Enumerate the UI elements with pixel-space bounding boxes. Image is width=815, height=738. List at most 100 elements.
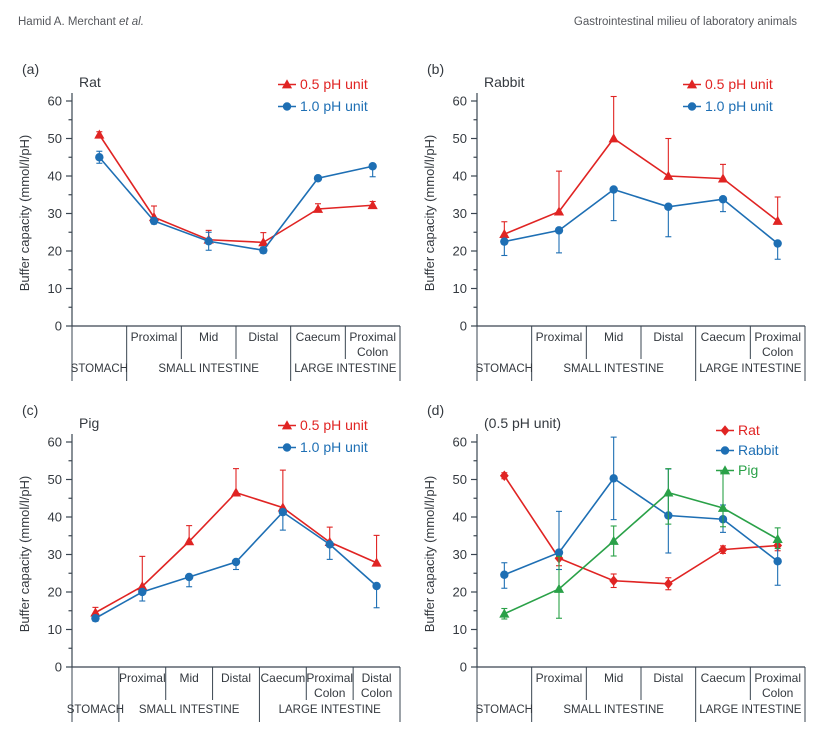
segment-label: Caecum bbox=[701, 671, 746, 685]
panel-b: (b) Buffer capacity (mmol/l/pH) Rabbit 0 10 2… bbox=[421, 54, 813, 391]
y-tick-label: 10 bbox=[453, 281, 467, 296]
triangle-marker bbox=[717, 502, 729, 512]
segment-label: Proximal bbox=[119, 671, 166, 685]
group-label: STOMACH bbox=[71, 363, 128, 375]
segment-label: Distal bbox=[221, 671, 251, 685]
y-tick-label: 60 bbox=[453, 435, 467, 450]
circle-marker bbox=[91, 614, 100, 623]
segment-label: Proximal bbox=[131, 330, 178, 344]
panel-c: (c) Buffer capacity (mmol/l/pH) Pig 0 10 20 30… bbox=[16, 395, 408, 732]
series-pig bbox=[499, 468, 783, 620]
segment-label: Proximal bbox=[536, 330, 583, 344]
series-1-0-ph-unit bbox=[91, 507, 381, 623]
group-label: STOMACH bbox=[476, 363, 533, 375]
segment-label: Caecum bbox=[701, 330, 746, 344]
axes bbox=[471, 93, 805, 327]
triangle-marker bbox=[137, 581, 148, 591]
segment-label: Proximal bbox=[349, 330, 396, 344]
y-tick-label: 60 bbox=[453, 94, 467, 109]
legend: 0.5 pH unit 1.0 pH unit bbox=[683, 76, 773, 114]
circle-marker bbox=[687, 102, 697, 111]
segment-label: Distal bbox=[653, 330, 683, 344]
y-tick-label: 0 bbox=[460, 660, 467, 675]
running-author: Hamid A. Merchant et al. bbox=[18, 16, 144, 28]
panel-title: Pig bbox=[79, 415, 99, 431]
legend: 0.5 pH unit 1.0 pH unit bbox=[278, 417, 368, 455]
triangle-marker bbox=[717, 173, 729, 183]
y-tick-label: 20 bbox=[453, 244, 467, 259]
circle-marker bbox=[773, 239, 782, 248]
group-label: LARGE INTESTINE bbox=[294, 363, 397, 375]
triangle-marker bbox=[367, 199, 378, 210]
legend: Rat Rabbit Pig bbox=[716, 422, 779, 478]
segment-label-line2: Colon bbox=[361, 686, 392, 700]
triangle-marker bbox=[184, 536, 195, 546]
diamond-marker bbox=[609, 575, 619, 586]
y-axis-label: Buffer capacity (mmol/l/pH) bbox=[422, 476, 437, 633]
segment-label-line2: Colon bbox=[762, 345, 793, 359]
x-axis-band: Proximal Mid Distal Caecum ProximalColonDist… bbox=[67, 667, 401, 722]
circle-marker bbox=[554, 226, 564, 235]
y-tick-label: 0 bbox=[460, 319, 467, 334]
circle-marker bbox=[500, 570, 509, 579]
legend-label: 1.0 pH unit bbox=[705, 98, 773, 114]
series-line bbox=[503, 475, 778, 585]
legend-label: 0.5 pH unit bbox=[705, 76, 773, 92]
circle-marker bbox=[325, 540, 334, 549]
circle-marker bbox=[368, 162, 377, 171]
triangle-marker bbox=[312, 203, 324, 213]
segment-label: Proximal bbox=[306, 671, 353, 685]
y-tick-label: 0 bbox=[55, 660, 62, 675]
y-tick-label: 50 bbox=[48, 131, 62, 146]
group-label: SMALL INTESTINE bbox=[158, 363, 259, 375]
legend-label: 0.5 pH unit bbox=[300, 417, 368, 433]
circle-marker bbox=[282, 443, 292, 452]
group-label: LARGE INTESTINE bbox=[699, 704, 802, 716]
y-tick-label: 10 bbox=[48, 281, 62, 296]
circle-marker bbox=[720, 446, 730, 455]
y-tick-label: 60 bbox=[48, 94, 62, 109]
chart-c: (c) Buffer capacity (mmol/l/pH) Pig 0 10 20 30… bbox=[17, 402, 401, 722]
panel-letter: (a) bbox=[22, 61, 39, 77]
diamond-marker bbox=[720, 425, 730, 436]
circle-marker bbox=[204, 237, 213, 246]
panel-title: (0.5 pH unit) bbox=[484, 415, 561, 431]
series-1-0-ph-unit bbox=[95, 150, 377, 255]
segment-label: Proximal bbox=[754, 671, 801, 685]
diamond-marker bbox=[499, 470, 509, 481]
series-rabbit bbox=[500, 436, 782, 589]
group-label: STOMACH bbox=[476, 704, 533, 716]
panel-a: (a) Buffer capacity (mmol/l/pH) Rat 0 10 20 30… bbox=[16, 54, 408, 391]
series-0-5-ph-unit bbox=[499, 95, 783, 239]
panel-title: Rat bbox=[79, 74, 101, 90]
series-rat bbox=[499, 470, 783, 591]
series-0-5-ph-unit bbox=[90, 468, 382, 617]
segment-label-line2: Colon bbox=[357, 345, 388, 359]
group-label: SMALL INTESTINE bbox=[563, 363, 664, 375]
circle-marker bbox=[278, 507, 288, 517]
diamond-marker bbox=[663, 578, 673, 589]
figure-grid: (a) Buffer capacity (mmol/l/pH) Rat 0 10 20 30… bbox=[0, 28, 815, 732]
panel-d: (d) Buffer capacity (mmol/l/pH) (0.5 pH un… bbox=[421, 395, 813, 732]
triangle-marker bbox=[608, 535, 619, 545]
y-tick-label: 0 bbox=[55, 319, 62, 334]
segment-label: Mid bbox=[604, 330, 623, 344]
y-tick-label: 30 bbox=[48, 547, 62, 562]
group-label: SMALL INTESTINE bbox=[139, 704, 240, 716]
y-tick-label: 50 bbox=[453, 131, 467, 146]
circle-marker bbox=[95, 153, 104, 162]
group-label: LARGE INTESTINE bbox=[699, 363, 802, 375]
series-line bbox=[98, 156, 373, 252]
y-axis-label: Buffer capacity (mmol/l/pH) bbox=[17, 135, 32, 292]
segment-label-line2: Colon bbox=[762, 686, 793, 700]
legend-label: Rabbit bbox=[738, 442, 779, 458]
y-tick-label: 30 bbox=[453, 206, 467, 221]
y-tick-label: 40 bbox=[453, 169, 467, 184]
segment-label: Proximal bbox=[536, 671, 583, 685]
y-tick-label: 30 bbox=[48, 206, 62, 221]
series-1-0-ph-unit bbox=[500, 185, 782, 260]
series-line bbox=[504, 137, 779, 235]
circle-marker bbox=[149, 216, 159, 226]
triangle-marker bbox=[608, 133, 619, 143]
y-tick-label: 40 bbox=[453, 510, 467, 525]
